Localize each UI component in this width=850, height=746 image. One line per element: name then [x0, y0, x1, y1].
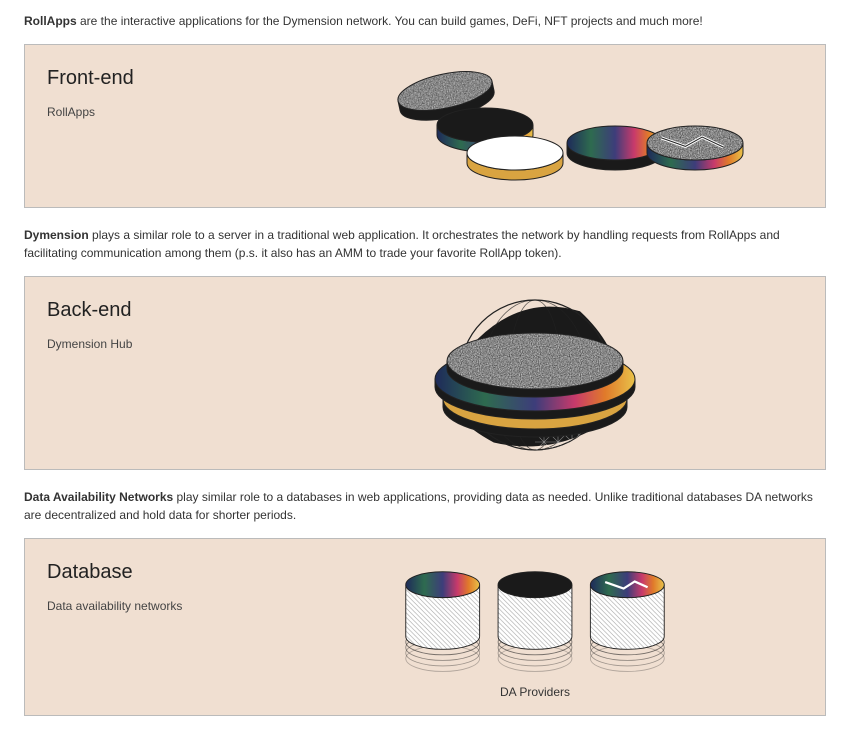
panel-frontend-subtitle: RollApps [47, 103, 247, 121]
frontend-art [267, 63, 803, 193]
da-caption: DA Providers [325, 683, 745, 701]
panel-backend: Back-end Dymension Hub [24, 276, 826, 470]
intro-rollapps: RollApps are the interactive application… [24, 12, 826, 30]
panel-backend-title: Back-end [47, 295, 247, 325]
panel-frontend: Front-end RollApps [24, 44, 826, 208]
backend-art [267, 295, 803, 455]
intro-da: Data Availability Networks play similar … [24, 488, 826, 524]
database-art: DA Providers [267, 557, 803, 701]
intro-dymension: Dymension plays a similar role to a serv… [24, 226, 826, 262]
panel-database: Database Data availability networks DA P… [24, 538, 826, 716]
panel-backend-subtitle: Dymension Hub [47, 335, 247, 353]
panel-database-title: Database [47, 557, 247, 587]
panel-frontend-title: Front-end [47, 63, 247, 93]
panel-database-subtitle: Data availability networks [47, 597, 247, 615]
